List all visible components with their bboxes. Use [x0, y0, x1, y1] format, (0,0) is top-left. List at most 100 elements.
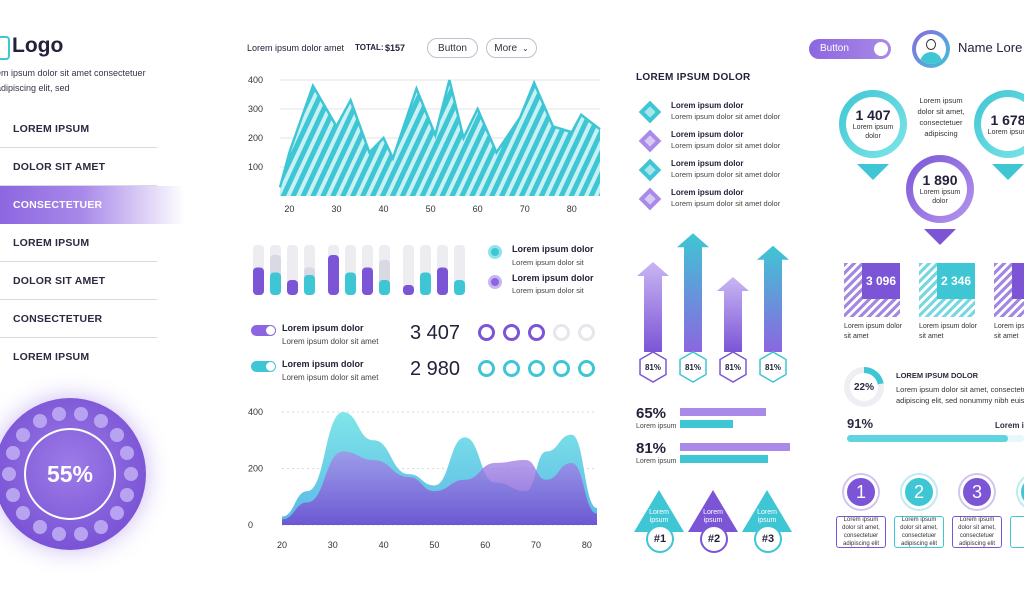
tile-value: 1: [1012, 263, 1024, 299]
pin-pointer: [857, 164, 889, 180]
sidebar-item-consectetuer-2[interactable]: CONSECTETUER: [0, 300, 157, 338]
logo-icon: [0, 36, 10, 60]
bar: [362, 267, 373, 295]
stat-sub-2: Lorem ipsum dolor sit amet: [282, 373, 379, 382]
bar: [345, 272, 356, 295]
gauge-dot: [5, 487, 20, 502]
pin-value: 1 678: [990, 111, 1024, 128]
more-dropdown[interactable]: More ⌄: [486, 38, 537, 58]
more-label: More: [494, 42, 518, 54]
tile-caption: Lorem ipsum dolor sit amet: [919, 323, 977, 340]
sidebar-item-consectetuer-active[interactable]: CONSECTETUER: [0, 186, 185, 224]
bar: [270, 272, 281, 295]
x-tick-label: 70: [531, 540, 541, 550]
hexagon-badge: [719, 351, 747, 383]
hbar-purple: [680, 443, 790, 451]
triangle-text: Lorem ipsum: [649, 509, 669, 524]
gauge-dot: [32, 519, 47, 534]
tile-caption: Lorem ipsum dolor sit amet: [844, 323, 902, 340]
sidebar-item-lorem-ipsum-3[interactable]: LOREM IPSUM: [13, 351, 90, 363]
stat-value-1: 3 407: [410, 322, 461, 344]
stat-value-2: 2 980: [410, 358, 461, 380]
pin-inner: 1 890 Lorem ipsum dolor: [913, 162, 967, 216]
x-tick-label: 50: [426, 204, 436, 214]
list-item-title: Lorem ipsum dolor: [671, 101, 744, 110]
rank-number: #1: [646, 525, 674, 553]
gauge-dot: [16, 427, 31, 442]
gauge-dot: [2, 467, 16, 481]
x-tick-label: 30: [331, 204, 341, 214]
x-tick-label: 70: [520, 204, 530, 214]
sidebar-item-dolor-sit-amet-2[interactable]: DOLOR SIT AMET: [0, 262, 157, 300]
sidebar-item-lorem-ipsum-2[interactable]: LOREM IPSUM: [0, 224, 157, 262]
x-tick-label: 60: [473, 204, 483, 214]
list-item-title: Lorem ipsum dolor: [671, 188, 744, 197]
donut-value: 22%: [853, 381, 874, 393]
donut-title: LOREM IPSUM DOLOR: [896, 371, 979, 380]
donut-text: Lorem ipsum dolor sit amet, consectetuer…: [896, 385, 1024, 405]
hbar-caption: Lorem ipsum: [636, 458, 677, 465]
gauge-dot: [52, 406, 67, 421]
list-item-sub: Lorem ipsum dolor sit amet dolor: [671, 199, 781, 208]
arrow-percent: 81%: [685, 363, 701, 372]
total-label: TOTAL:: [355, 43, 384, 52]
stat-ring: [503, 324, 520, 341]
gauge-dot: [93, 414, 108, 429]
x-tick-label: 40: [379, 204, 389, 214]
user-name: Name Lore: [958, 40, 1023, 55]
x-tick-label: 30: [328, 540, 338, 550]
x-tick-label: 80: [582, 540, 592, 550]
step-text: Lorem ipsum dolor sit amet, consectetuer…: [836, 516, 886, 548]
user-icon: [916, 34, 946, 64]
list-heading: LOREM IPSUM DOLOR: [636, 72, 751, 83]
wave-area-chart: 0 200 400 20 30 40 50 60 70 80: [248, 407, 597, 550]
bar: [403, 285, 414, 295]
y-tick-label: 200: [248, 464, 263, 474]
gauge-dot: [16, 506, 31, 521]
avatar[interactable]: [912, 30, 950, 68]
x-tick-label: 20: [284, 204, 294, 214]
sidebar-item-lorem-ipsum[interactable]: LOREM IPSUM: [0, 110, 157, 148]
step-text: [1010, 516, 1024, 548]
rank-number: #3: [754, 525, 782, 553]
button[interactable]: Button: [427, 38, 478, 58]
hbar-purple: [680, 408, 766, 416]
gauge-dot: [32, 414, 47, 429]
arrow-bar: [757, 245, 789, 352]
progress-track: [847, 435, 1024, 442]
tile-value: 3 096: [862, 263, 900, 299]
gauge-dot: [73, 406, 88, 421]
hbar-teal: [680, 420, 733, 428]
pin-value: 1 407: [855, 107, 891, 123]
y-tick-label: 0: [248, 520, 253, 530]
y-tick-label: 400: [248, 407, 263, 417]
stat-ring: [478, 324, 495, 341]
pin-caption: Lorem ipsum dolor: [852, 124, 894, 140]
y-tick-label: 400: [248, 75, 263, 85]
gauge-dot: [109, 427, 124, 442]
step-text: Lorem ipsum dolor sit amet, consectetuer…: [952, 516, 1002, 548]
tagline: em ipsum dolor sit amet consectetuer adi…: [0, 68, 146, 93]
bar: [454, 280, 465, 295]
hbar-value: 81%: [636, 440, 667, 457]
arrow-bar: [637, 262, 669, 352]
bar: [437, 267, 448, 295]
gauge-value: 55%: [24, 428, 116, 520]
stat-toggle-1[interactable]: [251, 325, 276, 336]
stat-title-2: Lorem ipsum dolor: [282, 359, 364, 369]
sidebar-item-dolor-sit-amet[interactable]: DOLOR SIT AMET: [0, 148, 157, 186]
arrow-percent: 81%: [765, 363, 781, 372]
toggle-button[interactable]: Button: [809, 39, 891, 59]
pin-text: Lorem ipsum dolor sit amet, consectetuer…: [917, 96, 965, 138]
logo: Logo: [12, 34, 64, 57]
step-number: 1: [844, 475, 878, 509]
arrow-percent: 81%: [725, 363, 741, 372]
triangle-text: Lorem ipsum: [703, 509, 723, 524]
header-text: Lorem ipsum dolor amet: [247, 43, 345, 53]
chevron-down-icon: ⌄: [522, 43, 529, 53]
stat-toggle-2[interactable]: [251, 361, 276, 372]
sidebar-nav: LOREM IPSUM DOLOR SIT AMET CONSECTETUER …: [0, 110, 185, 376]
area-fill: [280, 80, 600, 196]
stat-ring: [578, 324, 595, 341]
stat-ring: [553, 324, 570, 341]
